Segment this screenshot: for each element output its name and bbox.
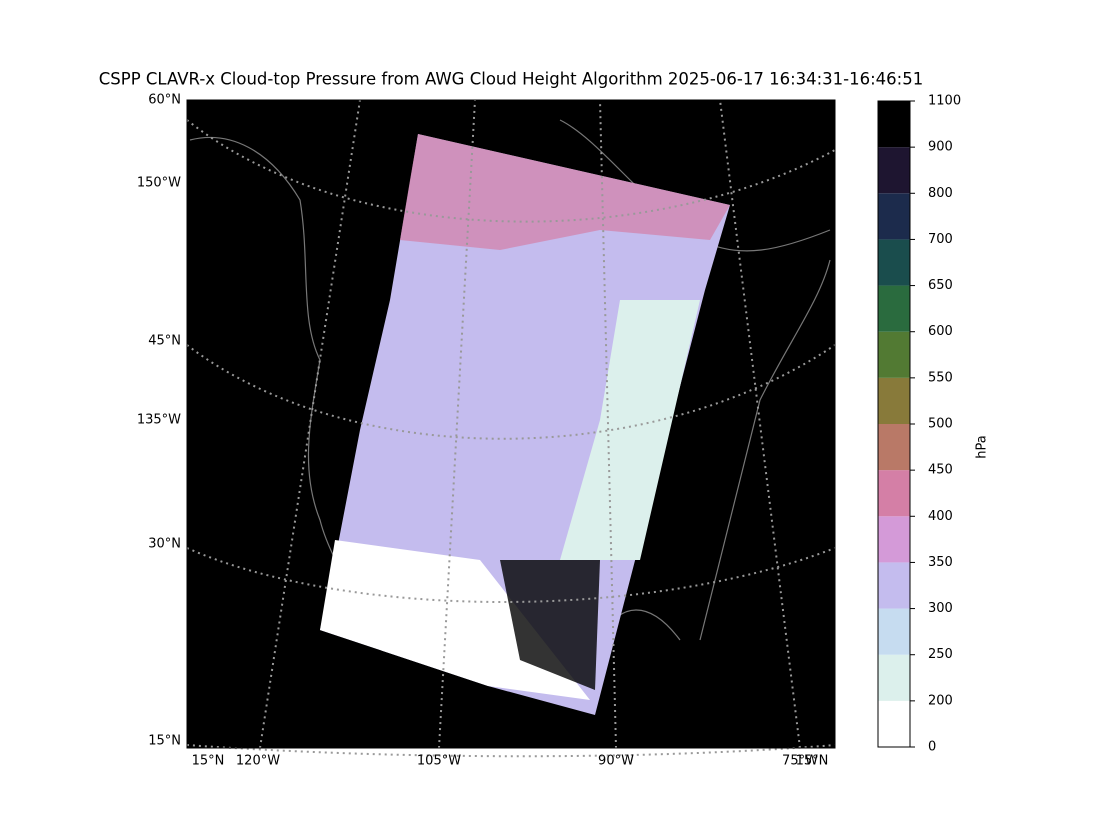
lat-label: 150°W [137,176,181,191]
colorbar-tick-label: 200 [928,693,953,708]
lat-label: 30°N [148,537,181,552]
colorbar-tick-label: 900 [928,140,953,155]
colorbar-segment [878,470,910,517]
colorbar-segment [878,377,910,424]
colorbar-tick-label: 700 [928,232,953,247]
colorbar-segment [878,239,910,286]
colorbar-segment [878,285,910,332]
swath-low [560,300,700,560]
colorbar-tick-label: 550 [928,370,953,385]
colorbar-segment [878,516,910,563]
map [186,99,836,758]
colorbar-segment [878,654,910,701]
colorbar-segment [878,331,910,378]
colorbar-segment [878,147,910,194]
colorbar-tick-label: 250 [928,647,953,662]
colorbar-tick-label: 500 [928,417,953,432]
swath-gap [500,560,600,690]
lat-label: 135°W [137,413,181,428]
swath-high [400,134,730,250]
map-title: CSPP CLAVR-x Cloud-top Pressure from AWG… [99,70,923,89]
colorbar-segment [878,101,910,148]
lon-label: 120°W [236,754,280,769]
colorbar-tick-label: 450 [928,463,953,478]
colorbar-segment [878,424,910,471]
lon-label: 15°N [796,754,829,769]
lat-label: 60°N [148,93,181,108]
lat-label: 45°N [148,334,181,349]
colorbar-tick-label: 0 [928,740,936,755]
colorbar-tick-label: 1100 [928,94,961,109]
lon-label: 75°W [782,754,818,769]
colorbar-label: hPa [975,435,990,458]
lon-label: 105°W [417,754,461,769]
lon-label: 90°W [598,754,634,769]
colorbar-tick-label: 300 [928,601,953,616]
colorbar-tick-label: 650 [928,278,953,293]
colorbar-segment [878,700,910,747]
coastline [189,119,831,641]
colorbar-tick-label: 800 [928,186,953,201]
colorbar-segment [878,193,910,240]
colorbar-tick-label: 600 [928,324,953,339]
lat-label: 15°N [148,734,181,749]
colorbar-tick-label: 400 [928,509,953,524]
colorbar-segment [878,562,910,609]
map-frame [186,99,836,749]
colorbar-segment [878,608,910,655]
lon-label: 15°N [192,754,225,769]
graticule [186,99,836,758]
colorbar-tick-label: 350 [928,555,953,570]
